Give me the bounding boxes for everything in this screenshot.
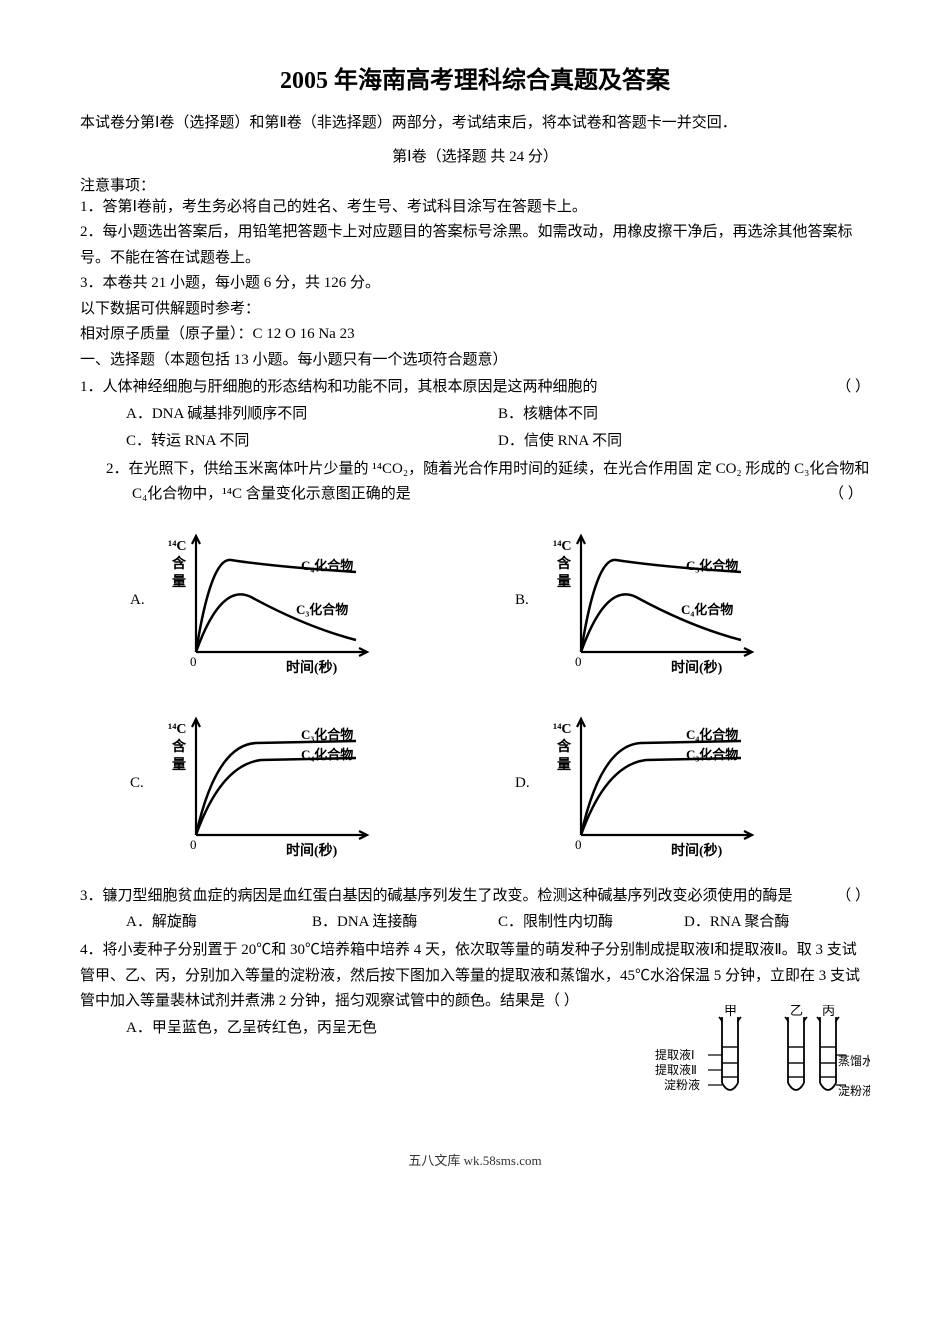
q1-text: 1．人体神经细胞与肝细胞的形态结构和功能不同，其根本原因是这两种细胞的: [80, 379, 598, 395]
intro-text: 本试卷分第Ⅰ卷（选择题）和第Ⅱ卷（非选择题）两部分，考试结束后，将本试卷和答题卡…: [80, 111, 870, 137]
svg-text:0: 0: [190, 654, 197, 669]
chart-a-cell: A. ¹⁴C 含 量 0 时间(秒) C₄化合物 C₃化合物: [130, 522, 455, 687]
question-3: 3．镰刀型细胞贫血症的病因是血红蛋白基因的碱基序列发生了改变。检测这种碱基序列改…: [80, 884, 870, 910]
q1-option-b: B．核糖体不同: [498, 401, 870, 428]
q2-line2b: 含量变化示意图正确的是: [242, 486, 411, 502]
chart-b: ¹⁴C 含 量 0 时间(秒) C₃化合物 C₄化合物: [541, 522, 781, 687]
instruction-2: 2．每小题选出答案后，用铅笔把答题卡上对应题目的答案标号涂黑。如需改动，用橡皮擦…: [80, 220, 870, 271]
svg-text:丙: 丙: [822, 1005, 835, 1018]
svg-text:含: 含: [172, 738, 187, 755]
svg-text:C₃化合物: C₃化合物: [686, 558, 738, 573]
svg-text:时间(秒): 时间(秒): [671, 842, 723, 859]
chart-a-svg: ¹⁴C 含 量 0 时间(秒) C₄化合物 C₃化合物: [156, 522, 396, 682]
q3-option-c: C．限制性内切酶: [498, 909, 684, 936]
q2-line1b: ，随着光合作用时间的延续，在光合作用固: [408, 461, 693, 477]
svg-text:0: 0: [190, 837, 197, 852]
instruction-1: 1．答第Ⅰ卷前，考生务必将自己的姓名、考生号、考试科目涂写在答题卡上。: [80, 195, 870, 221]
svg-text:时间(秒): 时间(秒): [286, 842, 338, 859]
section-1-header: 第Ⅰ卷（选择题 共 24 分）: [80, 145, 870, 166]
svg-text:含: 含: [172, 555, 187, 572]
chart-c: ¹⁴C 含 量 0 时间(秒) C₃化合物 C₄化合物: [156, 705, 396, 870]
reference-data: 相对原子质量（原子量）：C 12 O 16 Na 23: [80, 322, 870, 348]
svg-text:0: 0: [575, 654, 582, 669]
chart-d-svg: ¹⁴C 含 量 0 时间(秒) C₄化合物 C₃化合物: [541, 705, 781, 865]
chart-b-cell: B. ¹⁴C 含 量 0 时间(秒) C₃化合物 C₄化合物: [515, 522, 840, 687]
q1-option-a: A．DNA 碱基排列顺序不同: [126, 401, 498, 428]
svg-text:C₄化合物: C₄化合物: [301, 747, 353, 762]
svg-text:量: 量: [557, 574, 571, 590]
svg-text:提取液Ⅱ: 提取液Ⅱ: [655, 1062, 697, 1077]
instructions-title: 注意事项：: [80, 174, 870, 195]
svg-text:¹⁴C: ¹⁴C: [168, 539, 187, 554]
tube-figure: 甲 乙 丙 提取液Ⅰ 提取: [640, 1005, 870, 1120]
chart-c-cell: C. ¹⁴C 含 量 0 时间(秒) C₃化合物 C₄化合物: [130, 705, 455, 870]
question-1: 1．人体神经细胞与肝细胞的形态结构和功能不同，其根本原因是这两种细胞的 （ ）: [80, 375, 870, 401]
reference-title: 以下数据可供解题时参考：: [80, 297, 870, 323]
q2-bracket: （ ）: [855, 482, 870, 508]
svg-text:C₄化合物: C₄化合物: [681, 602, 733, 617]
chart-c-svg: ¹⁴C 含 量 0 时间(秒) C₃化合物 C₄化合物: [156, 705, 396, 865]
svg-text:¹⁴C: ¹⁴C: [168, 722, 187, 737]
svg-text:C₃化合物: C₃化合物: [301, 727, 353, 742]
svg-text:¹⁴C: ¹⁴C: [553, 722, 572, 737]
svg-text:量: 量: [172, 574, 186, 590]
svg-text:淀粉液: 淀粉液: [664, 1077, 700, 1092]
svg-text:量: 量: [557, 757, 571, 773]
svg-text:C₄化合物: C₄化合物: [686, 727, 738, 742]
section-a-title: 一、选择题（本题包括 13 小题。每小题只有一个选项符合题意）: [80, 348, 870, 374]
svg-text:时间(秒): 时间(秒): [671, 659, 723, 676]
svg-text:C₄化合物: C₄化合物: [301, 558, 353, 573]
footer-text: 五八文库 wk.58sms.com: [80, 1150, 870, 1169]
svg-text:C₃化合物: C₃化合物: [686, 747, 738, 762]
q3-options: A．解旋酶 B．DNA 连接酶 C．限制性内切酶 D．RNA 聚合酶: [80, 909, 870, 936]
question-4: 4．将小麦种子分别置于 20℃和 30℃培养箱中培养 4 天，依次取等量的萌发种…: [80, 938, 870, 1015]
svg-text:含: 含: [557, 738, 572, 755]
svg-text:含: 含: [557, 555, 572, 572]
svg-text:量: 量: [172, 757, 186, 773]
svg-text:蒸馏水: 蒸馏水: [838, 1054, 870, 1068]
question-2: 2．在光照下，供给玉米离体叶片少量的 ¹⁴CO₂，随着光合作用时间的延续，在光合…: [106, 457, 870, 508]
q2-chart-grid: A. ¹⁴C 含 量 0 时间(秒) C₄化合物 C₃化合物 B.: [130, 522, 840, 870]
q1-option-d: D．信使 RNA 不同: [498, 428, 870, 455]
svg-text:甲: 甲: [724, 1005, 737, 1018]
chart-d: ¹⁴C 含 量 0 时间(秒) C₄化合物 C₃化合物: [541, 705, 781, 870]
svg-text:0: 0: [575, 837, 582, 852]
q2-c14: ¹⁴C: [222, 486, 242, 502]
chart-c-label: C.: [130, 775, 150, 792]
chart-b-svg: ¹⁴C 含 量 0 时间(秒) C₃化合物 C₄化合物: [541, 522, 781, 682]
chart-d-cell: D. ¹⁴C 含 量 0 时间(秒) C₄化合物 C₃化合物: [515, 705, 840, 870]
instruction-3: 3．本卷共 21 小题，每小题 6 分，共 126 分。: [80, 271, 870, 297]
svg-text:乙: 乙: [790, 1005, 803, 1018]
chart-a-label: A.: [130, 592, 150, 609]
svg-text:时间(秒): 时间(秒): [286, 659, 338, 676]
page-title: 2005 年海南高考理科综合真题及答案: [80, 60, 870, 95]
q3-option-b: B．DNA 连接酶: [312, 909, 498, 936]
q3-bracket: （ ）: [836, 884, 870, 910]
q2-line1: 2．在光照下，供给玉米离体叶片少量的: [106, 461, 372, 477]
chart-d-label: D.: [515, 775, 535, 792]
tube-svg: 甲 乙 丙 提取液Ⅰ 提取: [640, 1005, 870, 1115]
chart-a: ¹⁴C 含 量 0 时间(秒) C₄化合物 C₃化合物: [156, 522, 396, 687]
q1-option-c: C．转运 RNA 不同: [126, 428, 498, 455]
q1-bracket: （ ）: [836, 375, 870, 401]
q1-options: A．DNA 碱基排列顺序不同 B．核糖体不同 C．转运 RNA 不同 D．信使 …: [80, 401, 870, 455]
q3-option-a: A．解旋酶: [126, 909, 312, 936]
svg-text:C₃化合物: C₃化合物: [296, 602, 348, 617]
svg-text:提取液Ⅰ: 提取液Ⅰ: [655, 1047, 695, 1062]
svg-text:淀粉液: 淀粉液: [838, 1083, 870, 1098]
q2-co2: ¹⁴CO₂: [372, 461, 408, 477]
svg-text:¹⁴C: ¹⁴C: [553, 539, 572, 554]
q3-text: 3．镰刀型细胞贫血症的病因是血红蛋白基因的碱基序列发生了改变。检测这种碱基序列改…: [80, 888, 793, 904]
chart-b-label: B.: [515, 592, 535, 609]
q3-option-d: D．RNA 聚合酶: [684, 909, 870, 936]
